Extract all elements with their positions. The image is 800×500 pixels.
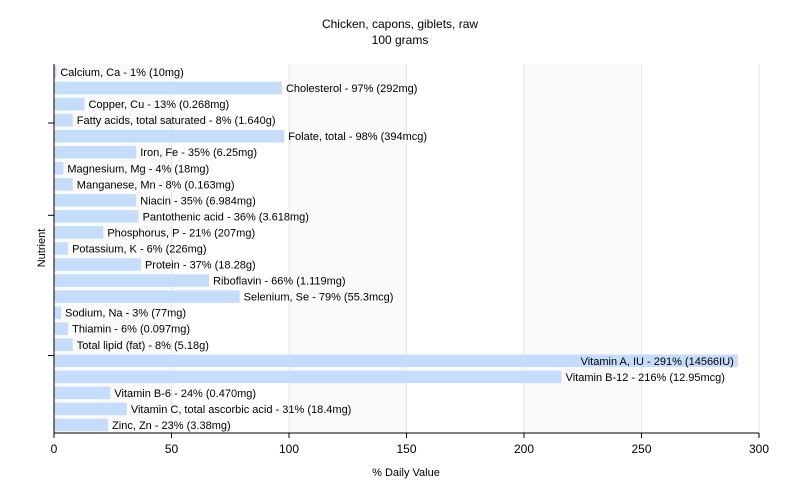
bar-label: Calcium, Ca - 1% (10mg) — [60, 67, 183, 79]
bar — [54, 418, 109, 432]
bar — [54, 306, 62, 319]
x-tick-label: 0 — [51, 442, 58, 456]
bar — [54, 386, 111, 400]
bar — [54, 226, 104, 239]
bar-label: Vitamin A, IU - 291% (14566IU) — [581, 356, 734, 368]
bar — [54, 178, 73, 191]
x-tick-label: 50 — [165, 442, 179, 456]
bar-label: Fatty acids, total saturated - 8% (1.640… — [77, 115, 276, 127]
x-ticks: 0 50 100 150 200 250 300 — [51, 433, 769, 456]
bar — [54, 258, 141, 271]
bar-label: Sodium, Na - 3% (77mg) — [65, 308, 186, 320]
bar-label: Total lipid (fat) - 8% (5.18g) — [77, 340, 209, 352]
y-axis-title: Nutrient — [36, 229, 48, 268]
bar — [54, 129, 285, 143]
bar-label: Copper, Cu - 13% (0.268mg) — [89, 99, 230, 111]
bar-label: Selenium, Se - 79% (55.3mcg) — [244, 292, 394, 304]
bar-label: Manganese, Mn - 8% (0.163mg) — [77, 179, 235, 191]
bar-label: Vitamin B-6 - 24% (0.470mg) — [114, 388, 256, 400]
bar-label: Thiamin - 6% (0.097mg) — [72, 324, 190, 336]
bar — [54, 290, 240, 303]
bar — [54, 97, 85, 111]
bar — [54, 194, 137, 207]
bar-label: Riboflavin - 66% (1.119mg) — [213, 276, 345, 288]
bar-label: Magnesium, Mg - 4% (18mg) — [67, 163, 209, 175]
bar-label: Protein - 37% (18.28g) — [145, 260, 256, 272]
bar-label: Cholesterol - 97% (292mg) — [286, 83, 417, 95]
bar — [54, 338, 73, 352]
bar-label: Iron, Fe - 35% (6.25mg) — [140, 147, 257, 159]
x-tick-label: 300 — [749, 442, 769, 456]
bar — [54, 242, 69, 255]
bar-label: Zinc, Zn - 23% (3.38mg) — [112, 420, 231, 432]
bar — [54, 113, 73, 127]
bar — [54, 322, 69, 335]
bar — [54, 402, 127, 416]
chart-title: Chicken, capons, giblets, raw — [322, 17, 478, 31]
x-tick-label: 100 — [279, 442, 299, 456]
bar — [54, 354, 738, 368]
bars — [54, 65, 738, 432]
bar-label: Vitamin B-12 - 216% (12.95mcg) — [566, 372, 725, 384]
x-tick-label: 200 — [514, 442, 534, 456]
bar — [54, 370, 562, 384]
bar — [54, 145, 137, 159]
bar-label: Potassium, K - 6% (226mg) — [72, 244, 207, 256]
x-tick-label: 150 — [396, 442, 416, 456]
x-axis-title: % Daily Value — [372, 467, 440, 479]
x-tick-label: 250 — [631, 442, 651, 456]
bar — [54, 210, 139, 223]
bar-label: Niacin - 35% (6.984mg) — [140, 195, 256, 207]
bar-labels: Calcium, Ca - 1% (10mg) Cholesterol - 97%… — [60, 67, 734, 432]
bar-label: Phosphorus, P - 21% (207mg) — [107, 227, 255, 239]
bar-label: Folate, total - 98% (394mcg) — [288, 131, 427, 143]
bar-label: Pantothenic acid - 36% (3.618mg) — [143, 211, 309, 223]
bar — [54, 162, 64, 175]
bar — [54, 81, 282, 95]
bar — [54, 65, 57, 79]
bar-label: Vitamin C, total ascorbic acid - 31% (18… — [131, 404, 352, 416]
bar — [54, 274, 210, 287]
chart-subtitle: 100 grams — [372, 33, 429, 47]
